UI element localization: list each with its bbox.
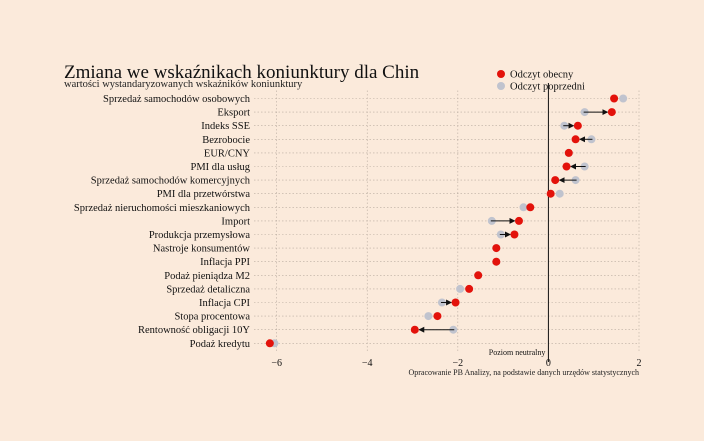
point-current: [514, 216, 523, 225]
legend-label: Odczyt obecny: [510, 70, 574, 81]
point-current: [526, 203, 535, 212]
point-current: [564, 148, 573, 157]
legend-label: Odczyt poprzedni: [510, 82, 585, 93]
point-current: [433, 312, 442, 321]
category-label: Inflacja CPI: [199, 298, 251, 309]
x-tick-label: −2: [453, 358, 464, 369]
point-current: [265, 339, 274, 348]
point-previous: [619, 94, 628, 103]
x-tick-label: 0: [546, 358, 551, 369]
point-previous: [456, 284, 465, 293]
point-current: [571, 135, 580, 144]
category-label: EUR/CNY: [204, 148, 251, 159]
x-axis: −6 −4 −2 0 2: [271, 358, 641, 369]
chart-subtitle: wartości wystandaryzowanych wskaźników k…: [64, 79, 303, 90]
point-current: [546, 189, 555, 198]
x-tick-label: −4: [362, 358, 373, 369]
grid: [254, 90, 640, 352]
category-label: Stopa procentowa: [174, 312, 250, 323]
point-current: [551, 176, 560, 185]
neutral-line-group: Poziom neutralny: [489, 83, 549, 362]
category-label: Indeks SSE: [201, 121, 250, 132]
category-label: PMI dla przetwórstwa: [157, 189, 251, 200]
data-rows: Sprzedaż samochodów osobowych Eksport Inde…: [74, 94, 628, 350]
point-previous: [519, 203, 528, 212]
x-tick-label: −6: [271, 358, 282, 369]
category-label: Eksport: [217, 108, 250, 119]
point-current: [492, 244, 501, 253]
category-label: Podaż pieniądza M2: [164, 271, 250, 282]
category-label: Bezrobocie: [202, 135, 250, 146]
category-label: Inflacja PPI: [200, 257, 250, 268]
category-label: Produkcja przemysłowa: [149, 230, 251, 241]
point-current: [492, 257, 501, 266]
point-current: [573, 121, 582, 130]
category-label: Import: [221, 216, 250, 227]
category-label: PMI dla usług: [190, 162, 250, 173]
source-note: Opracowanie PB Analizy, na podstawie dan…: [408, 368, 639, 377]
point-current: [610, 94, 619, 103]
point-current: [465, 284, 474, 293]
x-tick-label: 2: [637, 358, 642, 369]
point-current: [410, 325, 419, 334]
category-label: Sprzedaż samochodów osobowych: [103, 94, 251, 105]
category-label: Rentowność obligacji 10Y: [138, 325, 250, 336]
point-current: [451, 298, 460, 307]
category-label: Sprzedaż detaliczna: [166, 284, 250, 295]
chart-title: Zmiana we wskaźnikach koniunktury dla Ch…: [64, 62, 420, 83]
point-previous: [424, 312, 433, 321]
category-label: Podaż kredytu: [190, 339, 251, 350]
category-label: Sprzedaż samochodów komercyjnych: [91, 176, 251, 187]
neutral-line-label: Poziom neutralny: [489, 348, 546, 357]
category-label: Nastroje konsumentów: [153, 244, 251, 255]
legend-marker-previous: [497, 82, 505, 90]
point-current: [607, 108, 616, 117]
point-previous: [555, 189, 564, 198]
point-current: [474, 271, 483, 280]
legend-marker-current: [497, 70, 505, 78]
category-label: Sprzedaż nieruchomości mieszkaniowych: [74, 203, 251, 214]
point-current: [510, 230, 519, 239]
point-current: [562, 162, 571, 171]
